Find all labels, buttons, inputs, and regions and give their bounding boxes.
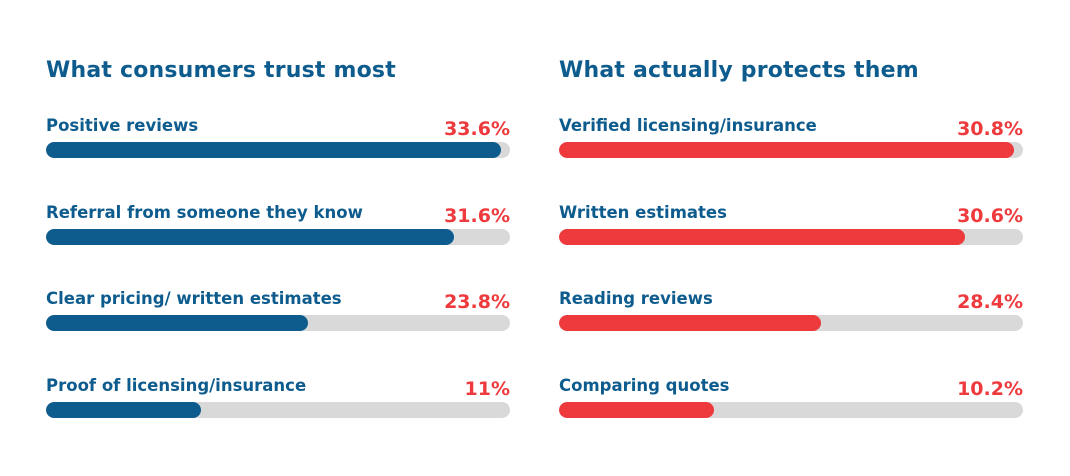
protection-bar <box>559 315 822 331</box>
trust-bar <box>46 142 501 158</box>
protection-category-label: Written estimates <box>559 203 727 222</box>
protection-chart-title: What actually protects them <box>559 58 919 83</box>
protection-row: Written estimates 30.6% <box>559 203 1023 253</box>
trust-row: Proof of licensing/insurance 11% <box>46 376 510 426</box>
protection-category-label: Verified licensing/insurance <box>559 116 817 135</box>
protection-row: Comparing quotes 10.2% <box>559 376 1023 426</box>
trust-category-label: Proof of licensing/insurance <box>46 376 307 395</box>
protection-value-label: 30.8% <box>957 118 1023 140</box>
trust-category-label: Positive reviews <box>46 116 199 135</box>
trust-category-label: Referral from someone they know <box>46 203 363 222</box>
protection-bar <box>559 142 1014 158</box>
trust-bar <box>46 402 202 418</box>
protection-bar <box>559 229 965 245</box>
trust-bar-track <box>46 229 510 245</box>
trust-value-label: 31.6% <box>444 205 510 227</box>
protection-value-label: 30.6% <box>957 205 1023 227</box>
trust-chart: What consumers trust most Positive revie… <box>46 58 510 418</box>
trust-row: Clear pricing/ written estimates 23.8% <box>46 289 510 339</box>
protection-value-label: 10.2% <box>957 378 1023 400</box>
protection-category-label: Reading reviews <box>559 289 713 308</box>
trust-value-label: 11% <box>464 378 510 400</box>
trust-value-label: 33.6% <box>444 118 510 140</box>
protection-bar-track <box>559 402 1023 418</box>
trust-bar-track <box>46 402 510 418</box>
trust-value-label: 23.8% <box>444 291 510 313</box>
protection-bar-track <box>559 142 1023 158</box>
trust-bar-track <box>46 315 510 331</box>
trust-row: Referral from someone they know 31.6% <box>46 203 510 253</box>
protection-row: Verified licensing/insurance 30.8% <box>559 116 1023 166</box>
protection-bar <box>559 402 715 418</box>
protection-category-label: Comparing quotes <box>559 376 730 395</box>
trust-bar-track <box>46 142 510 158</box>
trust-bar <box>46 315 309 331</box>
protection-value-label: 28.4% <box>957 291 1023 313</box>
protection-bar-track <box>559 315 1023 331</box>
trust-chart-title: What consumers trust most <box>46 58 396 83</box>
protection-row: Reading reviews 28.4% <box>559 289 1023 339</box>
protection-chart: What actually protects them Verified lic… <box>559 58 1023 418</box>
protection-bar-track <box>559 229 1023 245</box>
trust-category-label: Clear pricing/ written estimates <box>46 289 342 308</box>
trust-bar <box>46 229 455 245</box>
trust-row: Positive reviews 33.6% <box>46 116 510 166</box>
